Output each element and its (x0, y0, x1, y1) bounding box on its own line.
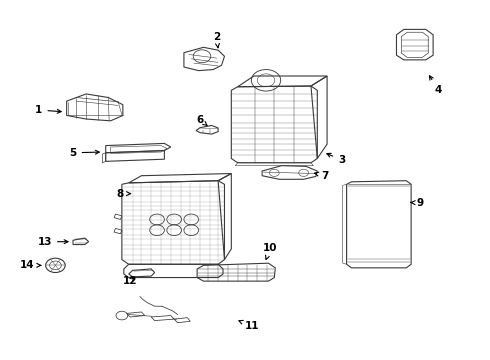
Text: 8: 8 (117, 189, 130, 199)
Text: 6: 6 (196, 115, 207, 126)
Text: 11: 11 (239, 320, 260, 331)
Text: 14: 14 (20, 260, 41, 270)
Text: 4: 4 (429, 76, 442, 95)
Text: 5: 5 (70, 148, 99, 158)
Text: 13: 13 (37, 237, 68, 247)
Text: 10: 10 (263, 243, 278, 260)
Text: 3: 3 (327, 153, 345, 165)
Text: 9: 9 (411, 198, 423, 208)
Text: 7: 7 (315, 171, 329, 181)
Text: 1: 1 (35, 105, 61, 115)
Text: 12: 12 (123, 276, 137, 286)
Text: 2: 2 (213, 32, 220, 48)
